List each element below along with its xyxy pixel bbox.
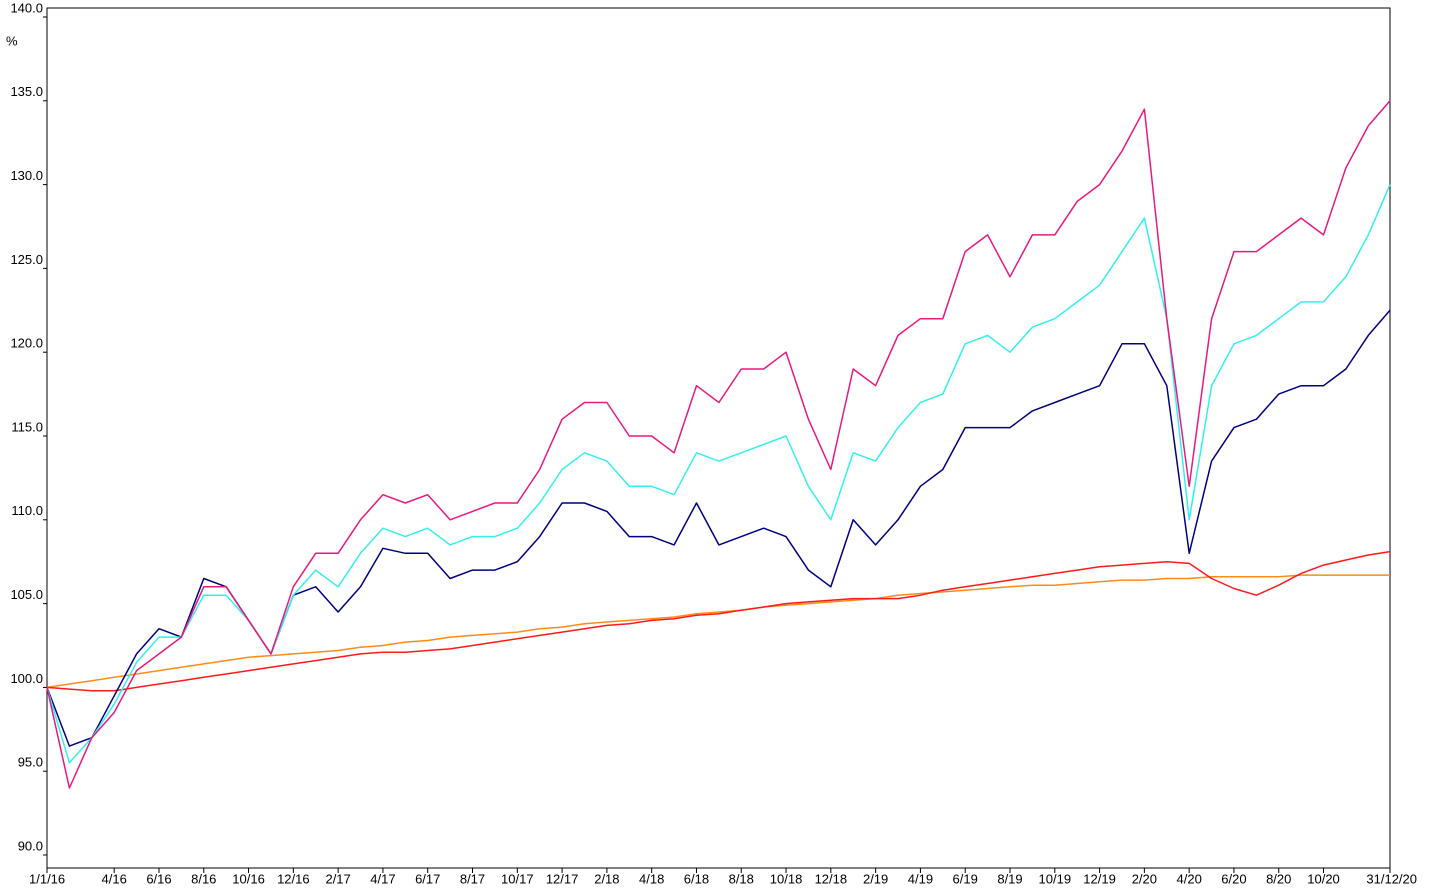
x-tick-label: 2/20 [1132, 871, 1157, 886]
x-tick-label: 2/17 [325, 871, 350, 886]
x-tick-label: 4/17 [370, 871, 395, 886]
x-tick-label: 6/18 [684, 871, 709, 886]
x-tick-label: 4/18 [639, 871, 664, 886]
x-tick-label: 6/20 [1221, 871, 1246, 886]
series-line [46, 574, 1390, 689]
x-tick-label: 8/16 [191, 871, 216, 886]
y-tick-label: 120.0 [10, 336, 43, 351]
x-tick-label: 8/18 [729, 871, 754, 886]
y-tick-label: 90.0 [18, 838, 43, 853]
x-tick-label: 10/19 [1039, 871, 1072, 886]
x-tick-label: 10/20 [1307, 871, 1340, 886]
x-tick-label: 12/17 [546, 871, 579, 886]
x-tick-label: 4/16 [102, 871, 127, 886]
y-tick-label: 140.0 [10, 0, 43, 15]
series-line [46, 550, 1391, 692]
x-tick-label: 12/16 [277, 871, 310, 886]
x-tick-label: 6/17 [415, 871, 440, 886]
x-tick-label: 10/17 [501, 871, 534, 886]
x-tick-label: 4/20 [1177, 871, 1202, 886]
y-tick-label: 100.0 [10, 671, 43, 686]
y-tick-label: 105.0 [10, 587, 43, 602]
y-tick-label: 95.0 [18, 755, 43, 770]
x-tick-label: 8/17 [460, 871, 485, 886]
y-tick-label: 125.0 [10, 252, 43, 267]
y-tick-label: 115.0 [11, 419, 43, 434]
x-tick-label: 6/19 [953, 871, 978, 886]
x-tick-label: 12/19 [1083, 871, 1116, 886]
y-tick-label: 135.0 [10, 84, 43, 99]
x-tick-label: 10/16 [232, 871, 265, 886]
x-tick-label: 6/16 [146, 871, 171, 886]
x-tick-label: 10/18 [770, 871, 803, 886]
x-tick-label: 2/19 [863, 871, 888, 886]
x-tick-label: 1/1/16 [29, 871, 65, 886]
series-line [46, 100, 1391, 789]
plot-frame [46, 7, 1391, 869]
y-axis-label: % [6, 33, 18, 48]
x-tick-label: 8/20 [1266, 871, 1291, 886]
x-tick-label: 4/19 [908, 871, 933, 886]
y-tick-label: 130.0 [10, 168, 43, 183]
x-tick-label: 2/18 [594, 871, 619, 886]
y-tick-label: 110.0 [11, 503, 43, 518]
x-tick-label: 8/19 [997, 871, 1022, 886]
x-tick-label: 12/18 [815, 871, 848, 886]
x-tick-label: 31/12/20 [1366, 871, 1417, 886]
